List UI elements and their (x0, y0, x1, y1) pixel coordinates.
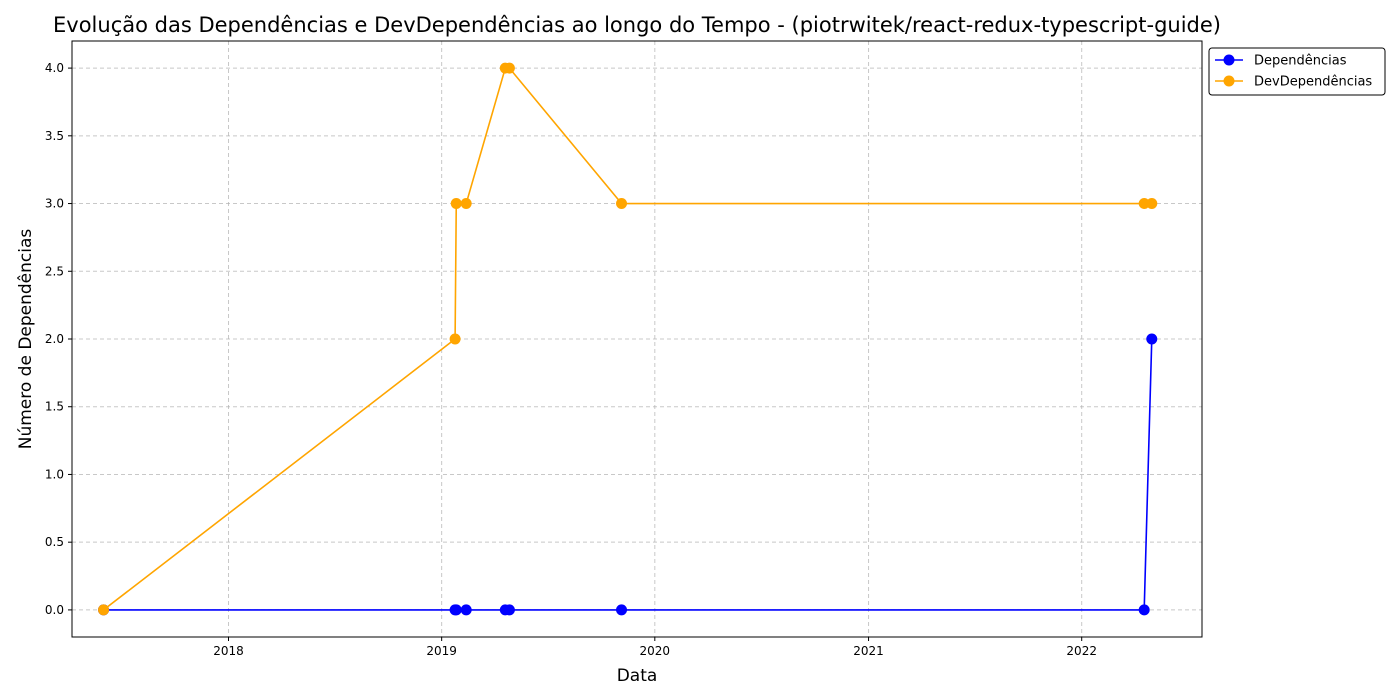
series-layer (98, 62, 1158, 616)
data-point (503, 604, 515, 616)
y-tick-label: 1.0 (45, 467, 64, 481)
data-point (98, 604, 110, 616)
series-2 (98, 62, 1158, 616)
data-point (616, 604, 628, 616)
y-tick-label: 3.5 (45, 129, 64, 143)
x-tick-label: 2021 (853, 644, 884, 658)
y-tick-label: 3.0 (45, 197, 64, 211)
data-point (1146, 333, 1158, 345)
data-point (1138, 198, 1150, 210)
y-tick-label: 4.0 (45, 61, 64, 75)
x-axis-label: Data (617, 666, 658, 686)
data-point (1138, 604, 1150, 616)
legend: Dependências DevDependências (1208, 47, 1386, 96)
y-tick-label: 2.0 (45, 332, 64, 346)
data-point (503, 62, 515, 74)
legend-label: DevDependências (1254, 75, 1372, 90)
chart-title: Evolução das Dependências e DevDependênc… (53, 13, 1221, 37)
data-point (616, 198, 628, 210)
x-tick-label: 2018 (213, 644, 244, 658)
y-tick-label: 2.5 (45, 264, 64, 278)
data-point (449, 333, 461, 345)
legend-label: Dependências (1254, 54, 1347, 69)
legend-marker (1223, 54, 1235, 66)
y-axis-label: Número de Dependências (16, 229, 36, 450)
axes: 2018 2019 2020 2021 2022 0.0 0.5 1.0 1.5 2.0 2.5 3.… (45, 61, 1097, 658)
data-point (450, 604, 462, 616)
legend-marker (1223, 75, 1235, 87)
y-tick-label: 0.5 (45, 535, 64, 549)
y-tick-label: 1.5 (45, 400, 64, 414)
legend-item: Dependências (1215, 54, 1347, 69)
legend-box (1208, 47, 1386, 96)
x-tick-label: 2022 (1066, 644, 1097, 658)
data-point (460, 198, 472, 210)
data-point (450, 198, 462, 210)
x-tick-label: 2019 (426, 644, 457, 658)
x-tick-label: 2020 (640, 644, 671, 658)
data-point (460, 604, 472, 616)
legend-item: DevDependências (1215, 75, 1372, 90)
data-point (1146, 198, 1158, 210)
y-tick-label: 0.0 (45, 603, 64, 617)
